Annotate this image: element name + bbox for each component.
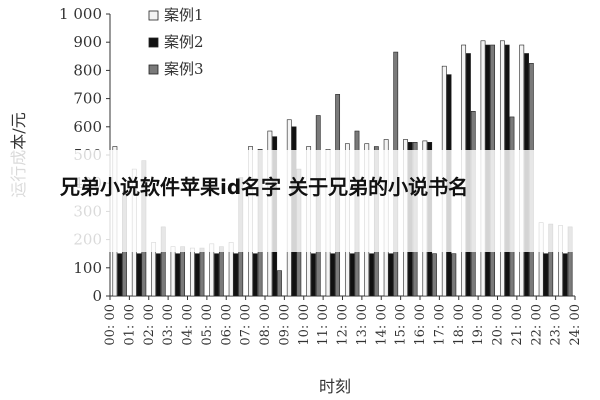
bar-1 [189, 247, 195, 297]
bar-2 [330, 253, 336, 297]
x-tick-label: 24: 00 [568, 304, 583, 346]
x-tick-label: 05: 00 [200, 304, 215, 346]
x-tick-label: 03: 00 [161, 304, 176, 346]
y-tick-label: 1 000 [59, 5, 102, 23]
bar-2 [156, 253, 161, 297]
x-tick-label: 10: 00 [297, 304, 312, 346]
legend-swatch [148, 10, 159, 21]
x-tick-label: 20: 00 [491, 304, 506, 346]
bar-2 [194, 253, 200, 297]
bar-2 [311, 253, 316, 297]
bar-3 [180, 246, 186, 297]
bar-3 [432, 253, 437, 297]
x-tick-label: 11: 00 [316, 304, 331, 346]
overlay-title: 兄弟小说软件苹果id名字 关于兄弟的小说书名 [60, 175, 469, 199]
bar-2 [543, 253, 549, 297]
x-tick-label: 01: 00 [122, 304, 137, 346]
bar-2 [562, 253, 568, 297]
bar-2 [349, 253, 355, 297]
legend-swatch [148, 37, 159, 48]
bar-2 [136, 253, 142, 297]
y-tick-label: 600 [73, 118, 102, 136]
x-tick-label: 18: 00 [452, 304, 467, 346]
legend-swatch [148, 64, 159, 75]
bar-2 [369, 253, 374, 297]
x-tick-label: 22: 00 [529, 304, 544, 346]
bar-3 [451, 253, 457, 297]
title-overlay-band [0, 150, 600, 252]
x-tick-label: 02: 00 [142, 304, 157, 346]
y-tick-label: 900 [73, 33, 102, 51]
bar-2 [214, 253, 219, 297]
y-tick-label: 700 [73, 90, 102, 108]
y-tick-label: 100 [73, 259, 102, 277]
x-tick-label: 12: 00 [336, 304, 351, 346]
x-tick-label: 19: 00 [471, 304, 486, 346]
x-tick-label: 09: 00 [277, 304, 292, 346]
x-tick-label: 15: 00 [394, 304, 409, 346]
bar-2 [233, 253, 239, 297]
x-tick-label: 16: 00 [413, 304, 428, 346]
legend-label: 案例3 [164, 60, 204, 78]
y-tick-label: 0 [92, 287, 102, 305]
x-tick-label: 07: 00 [239, 304, 254, 346]
bar-2 [117, 253, 123, 297]
y-tick-label: 800 [73, 61, 102, 79]
legend-label: 案例2 [164, 33, 204, 51]
bar-2 [175, 253, 181, 297]
x-ticks: 00: 00 01: 00 02: 00 03: 00 04: 00 05: 00 06: … [103, 296, 583, 346]
bar-3 [199, 247, 205, 297]
x-tick-label: 21: 00 [510, 304, 525, 346]
bar-1 [170, 246, 176, 297]
legend-label: 案例1 [164, 6, 204, 24]
x-tick-label: 23: 00 [549, 304, 564, 346]
x-tick-label: 14: 00 [374, 304, 389, 346]
x-tick-label: 00: 00 [103, 304, 118, 346]
x-tick-label: 13: 00 [355, 304, 370, 346]
x-axis-label: 时刻 [319, 377, 351, 396]
bar-2 [252, 253, 258, 297]
bar-3 [218, 246, 224, 297]
legend: 案例1 案例2 案例3 [148, 6, 204, 78]
bar-2 [388, 253, 394, 297]
x-tick-label: 08: 00 [258, 304, 273, 346]
x-tick-label: 04: 00 [181, 304, 196, 346]
x-tick-label: 06: 00 [219, 304, 234, 346]
x-tick-label: 17: 00 [432, 304, 447, 346]
bar-3 [277, 270, 282, 297]
